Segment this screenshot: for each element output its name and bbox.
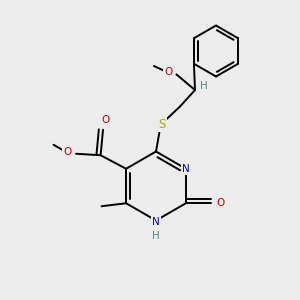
Text: O: O <box>164 67 172 77</box>
Text: S: S <box>158 118 166 131</box>
Text: N: N <box>182 164 190 174</box>
Text: O: O <box>217 198 225 208</box>
Text: N: N <box>152 217 160 227</box>
Text: H: H <box>152 231 160 241</box>
Text: O: O <box>101 115 110 125</box>
Text: H: H <box>200 80 208 91</box>
Text: O: O <box>63 147 71 157</box>
